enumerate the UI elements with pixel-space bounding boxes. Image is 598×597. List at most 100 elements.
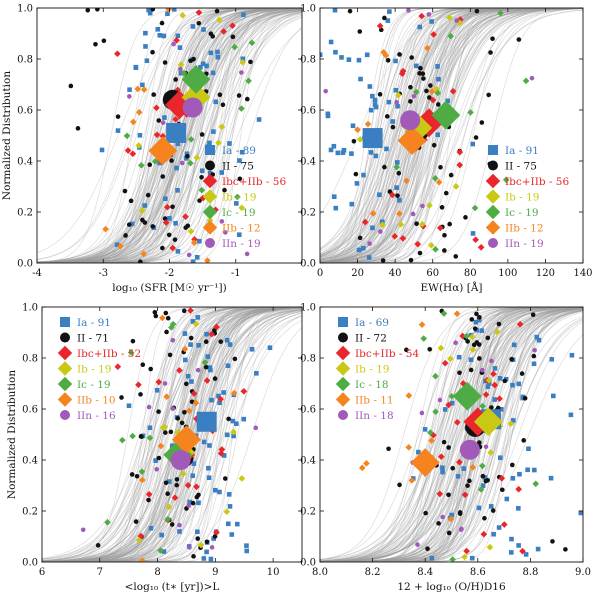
data-point-ibc-iib	[436, 490, 444, 498]
data-point-ibc-iib	[124, 147, 132, 154]
data-point-ia	[525, 467, 530, 473]
cdf-curve	[37, 8, 302, 263]
cdf-curve	[320, 309, 583, 562]
cdf-curve	[42, 307, 302, 562]
cdf-curve	[37, 11, 302, 263]
y-tick-label: 0.0	[22, 558, 38, 569]
data-point-ibc-iib	[217, 395, 224, 403]
cdf-curve	[42, 307, 302, 562]
cdf-curve	[320, 307, 583, 562]
data-point-ii	[384, 114, 390, 119]
data-point-ii	[409, 55, 415, 60]
cdf-curve	[320, 310, 583, 562]
cdf-curve	[320, 8, 583, 260]
data-point-ia	[225, 363, 231, 369]
legend-marker-ii	[60, 332, 70, 343]
data-point-ii	[441, 439, 447, 445]
data-point-ib	[238, 475, 246, 482]
cdf-curve	[37, 10, 302, 263]
data-point-ia	[476, 505, 482, 511]
data-point-ic	[151, 158, 159, 165]
legend-marker-ic	[202, 204, 218, 220]
cdf-curve	[42, 307, 302, 562]
data-point-ia	[328, 39, 334, 45]
data-point-ia	[201, 27, 206, 32]
data-point-ii	[160, 245, 165, 251]
data-point-ii	[174, 477, 180, 482]
data-point-ia	[227, 504, 233, 509]
cdf-curve	[37, 10, 302, 263]
data-point-ia	[358, 76, 363, 82]
data-point-ia	[520, 395, 525, 401]
data-point-ia	[333, 49, 338, 55]
data-point-ii	[147, 162, 153, 168]
data-point-ia	[205, 354, 211, 359]
data-point-ii	[203, 364, 209, 370]
data-point-ib	[486, 543, 494, 551]
data-point-ia	[442, 407, 448, 412]
cdf-curve	[320, 308, 583, 562]
cdf-curve	[320, 308, 583, 562]
data-point-ia	[99, 147, 105, 153]
plot-area	[320, 307, 583, 562]
cdf-curve	[42, 307, 302, 562]
data-point-ia	[143, 30, 148, 36]
data-point-ibc-iib	[437, 453, 445, 460]
data-point-ii	[446, 445, 451, 450]
data-point-ia	[217, 489, 222, 495]
data-point-ic	[440, 310, 448, 317]
data-point-ii	[450, 465, 456, 471]
data-point-ib	[447, 355, 454, 363]
data-point-iin	[170, 406, 176, 411]
data-point-ibc-iib	[441, 359, 449, 367]
data-point-iib	[165, 8, 173, 13]
cdf-curve	[320, 310, 583, 562]
data-point-iib	[102, 225, 109, 233]
cdf-curve	[42, 312, 302, 562]
data-point-iin	[186, 252, 192, 258]
x-axis-label: 12 + log₁₀ (O/H)D16	[397, 581, 506, 593]
data-point-ic	[138, 468, 146, 475]
data-point-ia	[207, 443, 212, 448]
data-point-iib	[192, 399, 200, 407]
data-point-ibc-iib	[114, 50, 121, 58]
data-point-ia	[387, 9, 392, 14]
data-point-ia	[256, 117, 262, 122]
cdf-curve	[320, 8, 583, 263]
data-point-ii	[396, 170, 402, 176]
data-point-ic	[447, 32, 454, 40]
data-point-ia	[488, 504, 494, 509]
data-point-ibc-iib	[445, 401, 453, 409]
data-point-ii	[169, 522, 175, 527]
data-point-ic	[245, 77, 252, 85]
cdf-curve	[320, 8, 583, 263]
data-point-ibc-iib	[182, 213, 189, 220]
cdf-curve	[320, 307, 583, 562]
data-point-ibc-iib	[169, 244, 176, 252]
cdf-curve	[42, 307, 302, 561]
data-point-ii	[477, 440, 482, 445]
data-point-ibc-iib	[449, 87, 457, 95]
data-point-ia	[153, 458, 158, 463]
data-point-iin	[406, 8, 411, 13]
data-point-ii	[438, 164, 443, 170]
cdf-curve	[320, 308, 583, 562]
data-point-ia	[435, 132, 441, 138]
data-point-ii	[196, 20, 202, 26]
cdf-curve	[320, 307, 583, 562]
y-tick-label: 0.4	[17, 157, 33, 168]
data-point-ic	[479, 462, 486, 470]
data-point-ia	[142, 203, 148, 208]
data-point-ia	[510, 382, 515, 388]
data-point-iin	[529, 75, 535, 81]
legend-label: Ic - 19	[77, 379, 111, 391]
data-point-ic	[479, 402, 486, 410]
cdf-curve	[320, 8, 583, 257]
data-point-ia	[143, 44, 148, 49]
data-point-ia	[201, 556, 207, 561]
data-point-ia	[126, 403, 132, 409]
legend-label: Ic - 18	[355, 379, 389, 391]
data-point-ia	[339, 55, 344, 60]
data-point-ibc-iib	[213, 323, 220, 331]
data-point-ii	[173, 77, 178, 82]
